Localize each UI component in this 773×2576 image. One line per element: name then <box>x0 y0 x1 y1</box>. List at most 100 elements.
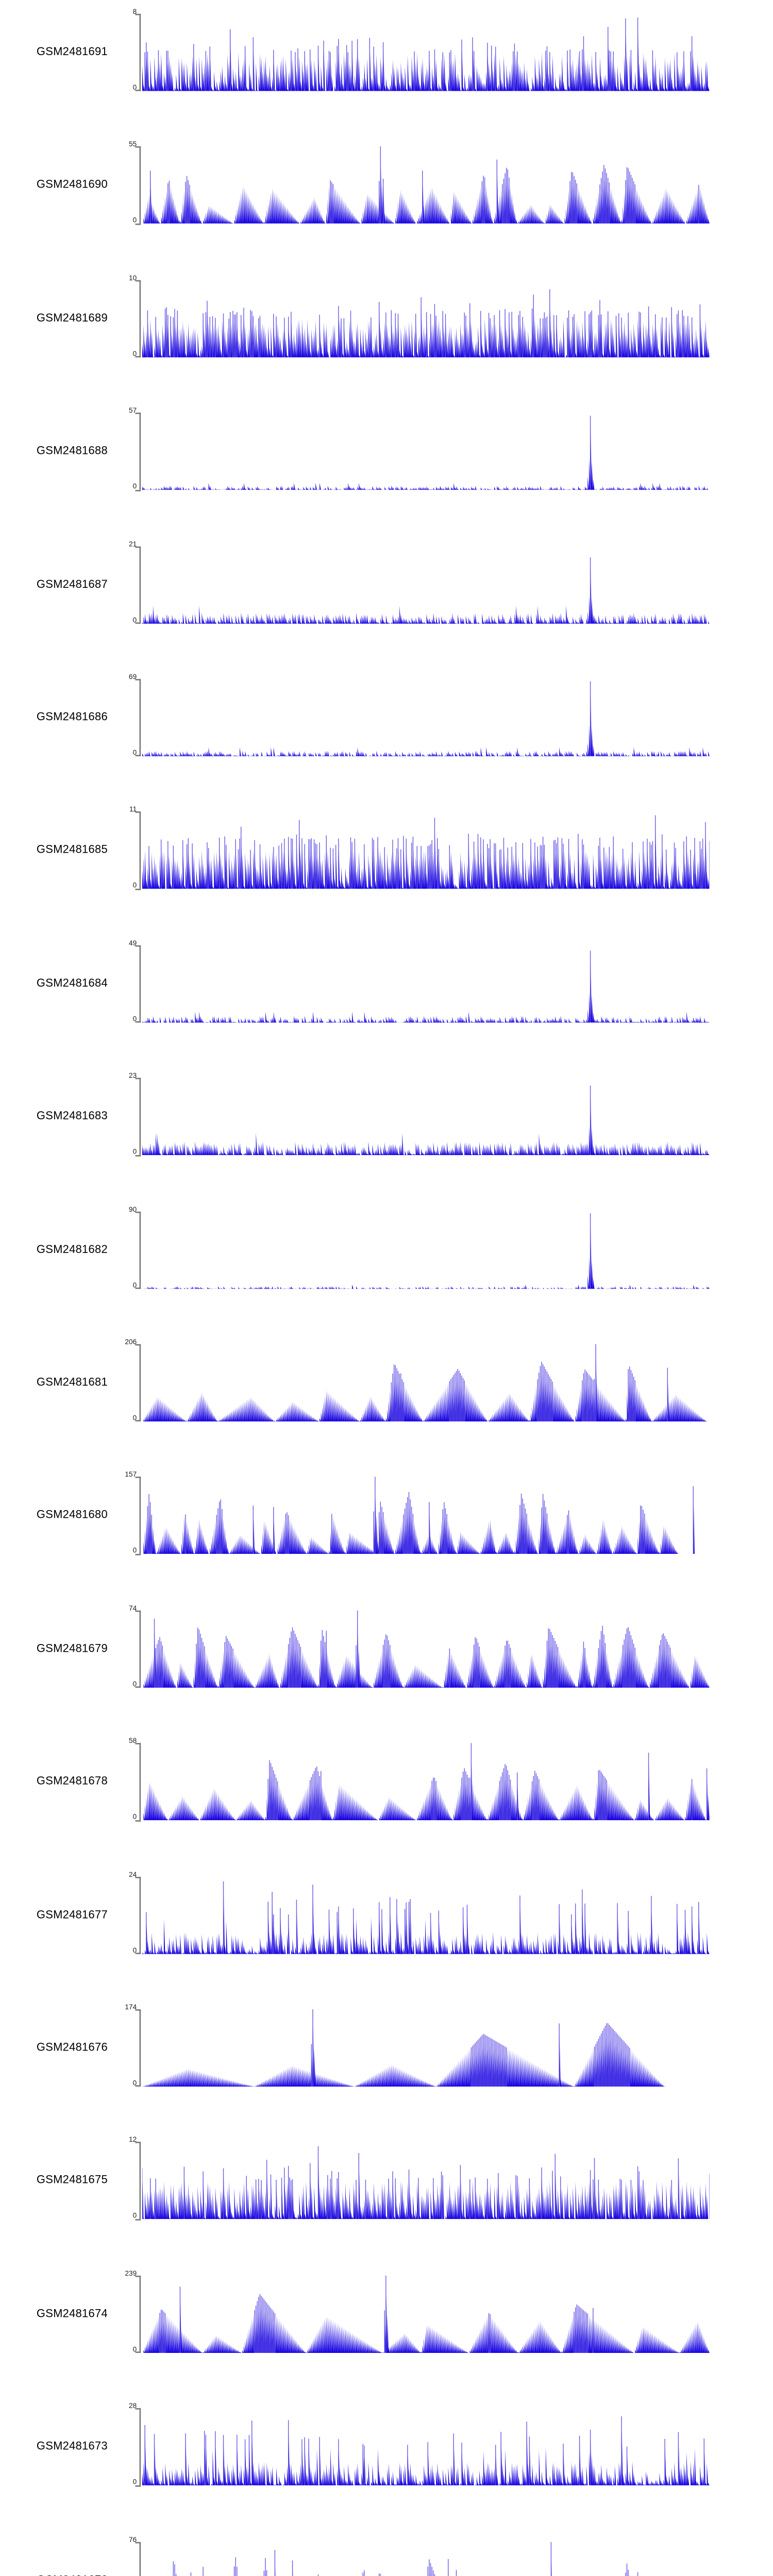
y-axis-spine <box>140 146 141 224</box>
coverage-plot-area <box>142 413 710 490</box>
y-axis-tick-min <box>135 1953 141 1954</box>
y-axis-tick-min <box>135 1819 141 1821</box>
track-sample-label: GSM2481672 <box>0 2573 108 2576</box>
y-axis-tick-max <box>135 146 141 148</box>
coverage-plot-area <box>142 1211 710 1289</box>
coverage-plot-area <box>142 2541 710 2576</box>
coverage-track: GSM2481685 11 0 <box>0 807 773 891</box>
y-axis-min-label: 0 <box>132 84 137 93</box>
y-axis-tick-min <box>135 2218 141 2220</box>
track-y-axis: 760 <box>113 2536 141 2576</box>
y-axis-max-label: 76 <box>128 2536 137 2545</box>
coverage-track: GSM2481676 174 0 <box>0 2004 773 2088</box>
y-axis-max-label: 55 <box>128 141 137 150</box>
track-sample-label: GSM2481686 <box>36 710 108 723</box>
coverage-plot-area <box>142 2142 710 2220</box>
y-axis-tick-max <box>135 1211 141 1212</box>
coverage-plot-area <box>142 146 710 224</box>
coverage-track: GSM2481683 23 0 <box>0 1073 773 1156</box>
y-axis-tick-max <box>135 812 141 813</box>
y-axis-tick-max <box>135 280 141 281</box>
track-y-axis: 239 0 <box>113 2270 141 2354</box>
y-axis-tick-min <box>135 489 141 490</box>
track-y-axis: 57 0 <box>113 408 141 491</box>
track-sample-label: GSM2481680 <box>36 1509 108 1521</box>
y-axis-spine <box>140 1344 141 1421</box>
y-axis-tick-min <box>135 1420 141 1421</box>
y-axis-max-label: 8 <box>132 8 137 17</box>
y-axis-max-label: 174 <box>125 2004 137 2012</box>
track-y-axis: 12 0 <box>113 2138 141 2221</box>
y-axis-spine <box>140 1211 141 1289</box>
y-axis-max-label: 206 <box>125 1338 137 1347</box>
y-axis-spine <box>140 413 141 490</box>
y-axis-max-label: 24 <box>128 1871 137 1879</box>
coverage-plot-area <box>142 1610 710 1688</box>
y-axis-min-label: 0 <box>132 1414 137 1423</box>
coverage-track: GSM2481689 10 0 <box>0 275 773 358</box>
coverage-track: GSM2481674 239 0 <box>0 2270 773 2354</box>
coverage-track: GSM2481672 760 <box>0 2536 773 2576</box>
y-axis-tick-max <box>135 413 141 414</box>
track-y-axis: 55 0 <box>113 142 141 226</box>
y-axis-spine <box>140 1610 141 1688</box>
y-axis-min-label: 0 <box>132 2346 137 2354</box>
y-axis-max-label: 58 <box>128 1737 137 1746</box>
y-axis-max-label: 28 <box>128 2402 137 2412</box>
y-axis-min-label: 0 <box>132 2212 137 2221</box>
y-axis-tick-max <box>135 1477 141 1478</box>
coverage-plot-area <box>142 1477 710 1555</box>
y-axis-max-label: 239 <box>125 2269 137 2278</box>
track-y-axis: 74 0 <box>113 1605 141 1689</box>
y-axis-spine <box>140 2541 141 2576</box>
coverage-plot-area <box>142 812 710 890</box>
y-axis-tick-min <box>135 1154 141 1156</box>
coverage-track: GSM2481691 8 0 <box>0 9 773 93</box>
y-axis-min-label: 0 <box>132 217 137 226</box>
y-axis-spine <box>140 945 141 1023</box>
coverage-track: GSM2481677 24 0 <box>0 1871 773 1954</box>
coverage-track: GSM2481684 49 0 <box>0 940 773 1023</box>
y-axis-max-label: 57 <box>128 407 137 416</box>
coverage-plot-area <box>142 2275 710 2353</box>
track-y-axis: 49 0 <box>113 940 141 1023</box>
y-axis-spine <box>140 1078 141 1156</box>
y-axis-max-label: 69 <box>128 673 137 682</box>
y-axis-tick-min <box>135 223 141 224</box>
track-y-axis: 10 0 <box>113 275 141 358</box>
track-y-axis: 11 0 <box>113 807 141 891</box>
y-axis-min-label: 0 <box>132 1547 137 1556</box>
coverage-plot-area <box>142 14 710 91</box>
y-axis-tick-max <box>135 1078 141 1079</box>
y-axis-min-label: 0 <box>132 1814 137 1822</box>
track-y-axis: 90 0 <box>113 1206 141 1289</box>
y-axis-spine <box>140 1477 141 1555</box>
coverage-track: GSM2481687 21 0 <box>0 541 773 624</box>
y-axis-spine <box>140 2142 141 2220</box>
y-axis-min-label: 0 <box>132 1680 137 1689</box>
y-axis-tick-min <box>135 90 141 91</box>
track-sample-label: GSM2481690 <box>36 178 108 191</box>
track-sample-label: GSM2481687 <box>36 578 108 590</box>
y-axis-min-label: 0 <box>132 2479 137 2487</box>
track-sample-label: GSM2481679 <box>36 1641 108 1655</box>
track-sample-label: GSM2481674 <box>36 2307 108 2320</box>
y-axis-tick-min <box>135 2086 141 2087</box>
y-axis-tick-max <box>135 945 141 946</box>
y-axis-min-label: 0 <box>132 2079 137 2088</box>
track-y-axis: 24 0 <box>113 1871 141 1954</box>
y-axis-max-label: 21 <box>128 540 137 549</box>
y-axis-tick-min <box>135 1287 141 1289</box>
coverage-track: GSM2481673 28 0 <box>0 2403 773 2487</box>
y-axis-tick-min <box>135 622 141 623</box>
track-y-axis: 157 0 <box>113 1472 141 1556</box>
y-axis-spine <box>140 679 141 756</box>
coverage-plot-area <box>142 1876 710 1954</box>
y-axis-spine <box>140 13 141 91</box>
coverage-track: GSM2481679 74 0 <box>0 1605 773 1689</box>
y-axis-min-label: 0 <box>132 749 137 758</box>
coverage-track: GSM2481690 55 0 <box>0 142 773 226</box>
y-axis-min-label: 0 <box>132 882 137 891</box>
y-axis-spine <box>140 2408 141 2486</box>
